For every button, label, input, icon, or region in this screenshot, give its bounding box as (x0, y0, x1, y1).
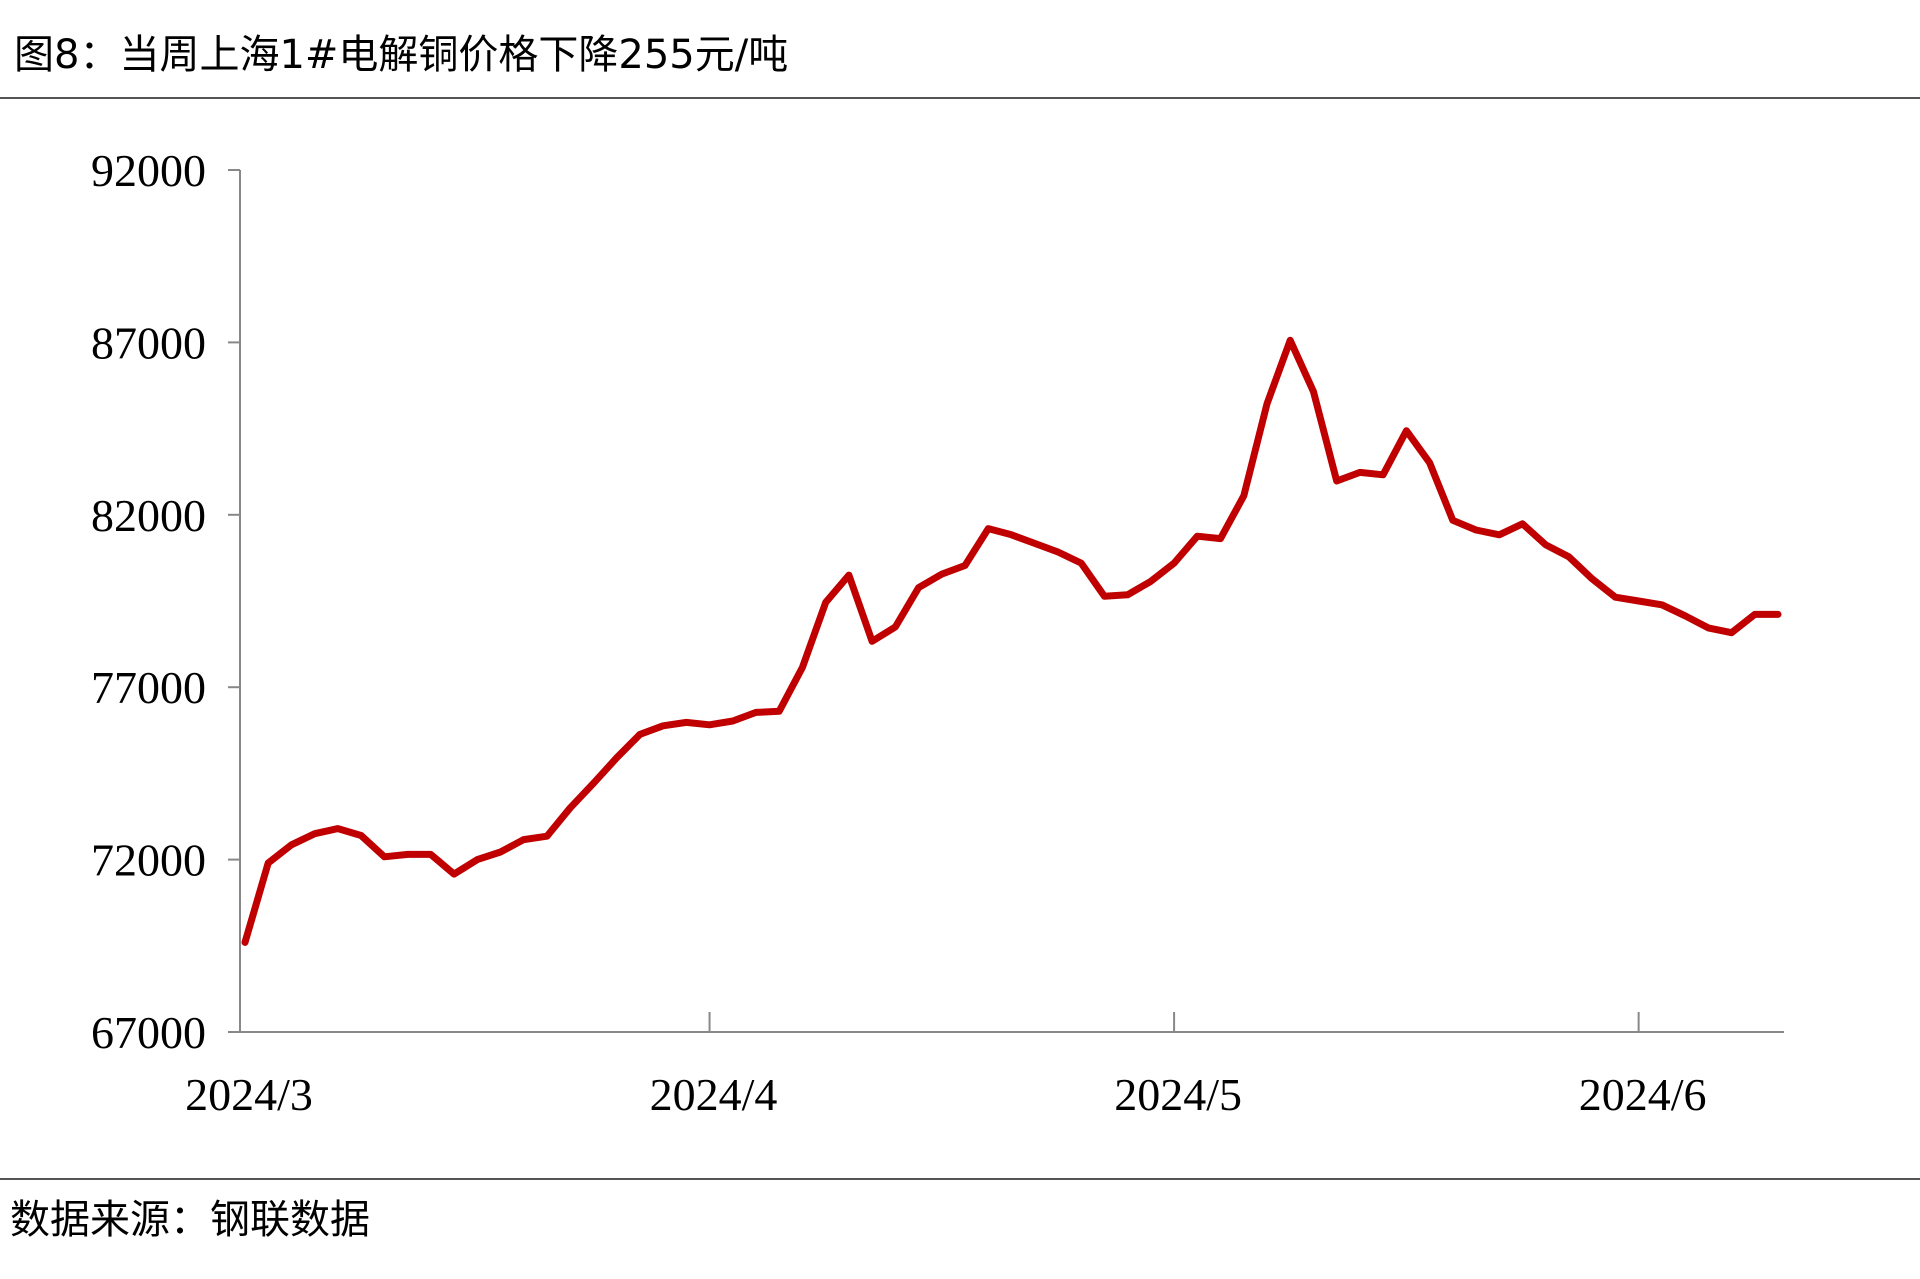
x-tick-label: 2024/6 (1579, 1069, 1707, 1120)
source-note: 数据来源：钢联数据 (10, 1197, 370, 1243)
y-tick-label: 87000 (91, 317, 206, 368)
x-tick-label: 2024/5 (1114, 1069, 1242, 1120)
y-tick-label: 72000 (91, 835, 206, 886)
y-tick-label: 77000 (91, 662, 206, 713)
x-tick-label: 2024/4 (650, 1069, 778, 1120)
x-tick-label: 2024/3 (185, 1069, 313, 1120)
y-tick-label: 82000 (91, 490, 206, 541)
price-line (241, 336, 1782, 946)
y-tick-label: 67000 (91, 1007, 206, 1058)
chart-title: 图8：当周上海1#电解铜价格下降255元/吨 (14, 32, 788, 78)
y-tick-label: 92000 (91, 145, 206, 196)
